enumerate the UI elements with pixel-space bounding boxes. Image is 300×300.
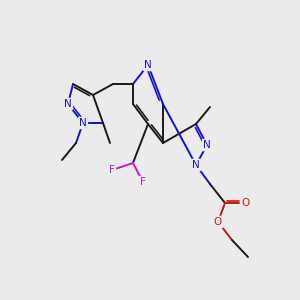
Text: N: N [64,99,72,109]
Text: O: O [241,198,249,208]
Text: N: N [203,140,211,150]
Text: F: F [140,177,146,187]
Text: N: N [192,160,200,170]
Text: F: F [109,165,115,175]
Text: O: O [214,217,222,227]
Text: N: N [79,118,87,128]
Text: N: N [144,60,152,70]
